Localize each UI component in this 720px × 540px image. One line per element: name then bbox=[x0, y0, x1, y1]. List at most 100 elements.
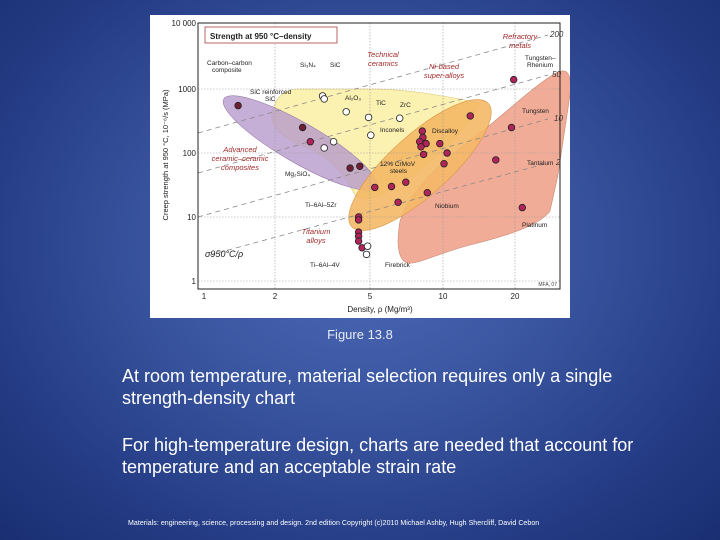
svg-text:1: 1 bbox=[192, 277, 197, 286]
svg-text:10: 10 bbox=[187, 213, 196, 222]
chart-title: Strength at 950 °C–density bbox=[210, 32, 312, 41]
data-point bbox=[356, 162, 364, 170]
svg-text:200: 200 bbox=[549, 30, 564, 39]
data-point bbox=[443, 149, 451, 157]
svg-text:ceramics: ceramics bbox=[368, 59, 398, 68]
svg-text:metals: metals bbox=[509, 41, 531, 50]
svg-text:SiC: SiC bbox=[265, 96, 276, 103]
data-point bbox=[402, 178, 410, 186]
data-point bbox=[423, 188, 431, 197]
data-point bbox=[342, 108, 350, 116]
data-point bbox=[518, 203, 526, 212]
data-point bbox=[354, 237, 363, 245]
svg-text:steels: steels bbox=[390, 168, 408, 175]
svg-text:Ni-based: Ni-based bbox=[429, 62, 460, 71]
svg-text:Tungsten: Tungsten bbox=[522, 108, 549, 115]
data-point bbox=[417, 143, 425, 151]
svg-text:Advanced: Advanced bbox=[222, 145, 257, 154]
svg-text:Inconels: Inconels bbox=[380, 127, 405, 134]
svg-text:Al₂O₃: Al₂O₃ bbox=[345, 95, 361, 102]
strength-density-chart: 200 50 10 2 10 000 1000 100 10 1 1 2 5 1… bbox=[161, 19, 570, 314]
svg-text:Refractory: Refractory bbox=[503, 32, 539, 41]
data-point bbox=[418, 127, 426, 135]
svg-text:1: 1 bbox=[202, 292, 207, 301]
svg-text:2: 2 bbox=[555, 158, 561, 167]
svg-text:SiC: SiC bbox=[330, 62, 341, 69]
body-paragraph-2: For high-temperature design, charts are … bbox=[122, 435, 634, 477]
data-point bbox=[320, 95, 328, 103]
data-point bbox=[329, 137, 338, 146]
svg-text:1000: 1000 bbox=[178, 85, 196, 94]
chart-figure: 200 50 10 2 10 000 1000 100 10 1 1 2 5 1… bbox=[150, 15, 570, 318]
data-point bbox=[346, 164, 354, 172]
copyright-credit: Materials: engineering, science, process… bbox=[128, 520, 540, 527]
material-envelopes bbox=[222, 70, 570, 264]
svg-text:10: 10 bbox=[554, 114, 563, 123]
svg-text:Carbon–carbon: Carbon–carbon bbox=[207, 60, 252, 67]
data-points bbox=[234, 75, 526, 259]
data-point bbox=[466, 112, 474, 120]
svg-text:2: 2 bbox=[273, 292, 278, 301]
guide-line-symbol: σ950°C/ρ bbox=[205, 249, 243, 259]
data-point bbox=[436, 139, 444, 148]
plot-frame bbox=[197, 22, 561, 290]
svg-text:10: 10 bbox=[439, 292, 448, 301]
svg-text:ceramic–ceramic: ceramic–ceramic bbox=[212, 154, 269, 163]
data-point bbox=[298, 123, 307, 132]
svg-text:12% CrMoV: 12% CrMoV bbox=[380, 161, 416, 168]
svg-text:Discalloy: Discalloy bbox=[432, 128, 459, 135]
data-point bbox=[362, 250, 371, 259]
corner-mark: MFA, 07 bbox=[538, 282, 557, 288]
svg-text:alloys: alloys bbox=[306, 236, 325, 245]
data-point bbox=[395, 114, 404, 122]
svg-text:50: 50 bbox=[552, 70, 561, 79]
data-point bbox=[394, 198, 402, 206]
data-point bbox=[364, 113, 373, 122]
svg-text:Firebrick: Firebrick bbox=[385, 262, 411, 269]
data-point bbox=[320, 144, 328, 152]
data-point bbox=[371, 183, 379, 192]
guide-lines bbox=[197, 34, 549, 256]
x-tick-labels: 1 2 5 10 20 bbox=[202, 292, 520, 301]
data-point bbox=[387, 182, 396, 191]
svg-text:Tungsten–: Tungsten– bbox=[525, 55, 556, 62]
svg-text:Niobium: Niobium bbox=[435, 203, 459, 210]
x-axis-label: Density, ρ (Mg/m³) bbox=[347, 305, 413, 314]
svg-text:Platinum: Platinum bbox=[522, 222, 547, 229]
grid-lines bbox=[198, 23, 560, 289]
y-tick-labels: 10 000 1000 100 10 1 bbox=[172, 19, 197, 286]
chart-title-box bbox=[204, 26, 338, 44]
svg-text:Tantalum: Tantalum bbox=[527, 160, 553, 167]
svg-text:10 000: 10 000 bbox=[172, 19, 197, 28]
svg-text:Si₃N₄: Si₃N₄ bbox=[300, 62, 316, 69]
data-point bbox=[507, 123, 516, 132]
figure-caption: Figure 13.8 bbox=[327, 327, 393, 342]
svg-text:super-alloys: super-alloys bbox=[424, 71, 465, 80]
svg-text:SiC reinforced: SiC reinforced bbox=[250, 89, 292, 96]
data-point bbox=[306, 137, 314, 146]
body-paragraph-1: At room temperature, material selection … bbox=[122, 366, 613, 408]
ni-superalloys-envelope bbox=[348, 99, 492, 231]
svg-text:100: 100 bbox=[183, 149, 197, 158]
svg-text:5: 5 bbox=[368, 292, 373, 301]
data-point bbox=[510, 75, 518, 84]
data-point bbox=[440, 159, 448, 168]
guide-line-labels: 200 50 10 2 bbox=[549, 30, 564, 167]
svg-text:20: 20 bbox=[511, 292, 520, 301]
data-point bbox=[419, 150, 428, 159]
data-point bbox=[367, 131, 375, 139]
data-point bbox=[234, 101, 242, 110]
svg-text:TiC: TiC bbox=[376, 100, 386, 107]
svg-text:Technical: Technical bbox=[367, 50, 399, 59]
svg-text:Mg₂SiO₄: Mg₂SiO₄ bbox=[285, 171, 310, 178]
svg-text:ZrC: ZrC bbox=[400, 102, 411, 109]
svg-text:Ti–6Al–5Zr: Ti–6Al–5Zr bbox=[305, 202, 337, 209]
svg-text:composites: composites bbox=[221, 163, 259, 172]
svg-text:composite: composite bbox=[212, 67, 242, 74]
svg-text:Rhenium: Rhenium bbox=[527, 62, 553, 69]
svg-text:Titanium: Titanium bbox=[302, 227, 331, 236]
data-point bbox=[354, 216, 363, 224]
svg-text:Ti–6Al–4V: Ti–6Al–4V bbox=[310, 262, 340, 269]
